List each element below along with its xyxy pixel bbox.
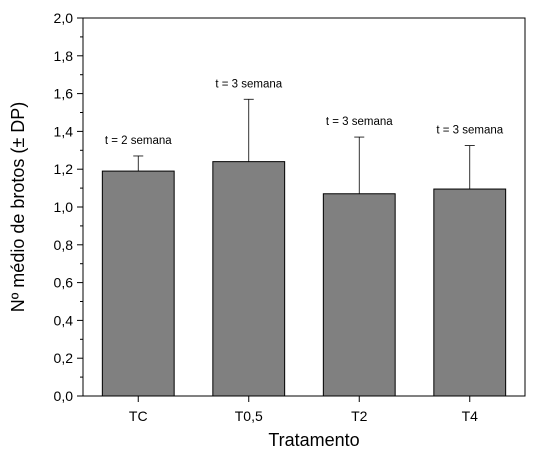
bar [101,170,175,397]
y-tick-label: 1,2 [54,161,74,177]
x-tick-label: T2 [351,408,368,424]
y-tick-label: 0,4 [54,312,74,328]
bar-annotation: t = 3 semana [436,125,503,137]
x-axis-title: Tratamento [268,430,359,450]
bar [212,161,286,397]
y-tick-label: 0,6 [54,275,74,291]
y-tick-label: 1,4 [54,123,74,139]
y-axis-title: Nº médio de brotos (± DP) [8,102,28,313]
y-tick-label: 1,8 [54,48,74,64]
annotations-layer: t = 2 semana t = 3 semana t = 3 semana t = … [105,78,504,147]
y-tick-label: 1,6 [54,86,74,102]
error-bars-layer [133,98,475,194]
bar-annotation: t = 3 semana [215,78,282,90]
bar-annotation: t = 3 semana [326,116,393,128]
bar [433,188,507,397]
y-tick-label: 0,2 [54,350,74,366]
x-tick-label: T4 [462,408,479,424]
bar-annotation: t = 2 semana [105,135,172,147]
bars-layer [101,161,507,397]
ticks-layer: TC T0,5 T2 T4 0,0 0,2 0,4 0,6 0,8 1,0 1,2 1,4 1,6 1,8… [54,10,479,424]
bar [322,193,396,397]
y-tick-label: 0,8 [54,237,74,253]
x-tick-label: TC [129,408,148,424]
y-tick-label: 2,0 [54,10,74,26]
y-tick-label: 0,0 [54,388,74,404]
x-tick-label: T0,5 [235,408,263,424]
y-tick-label: 1,0 [54,199,74,215]
